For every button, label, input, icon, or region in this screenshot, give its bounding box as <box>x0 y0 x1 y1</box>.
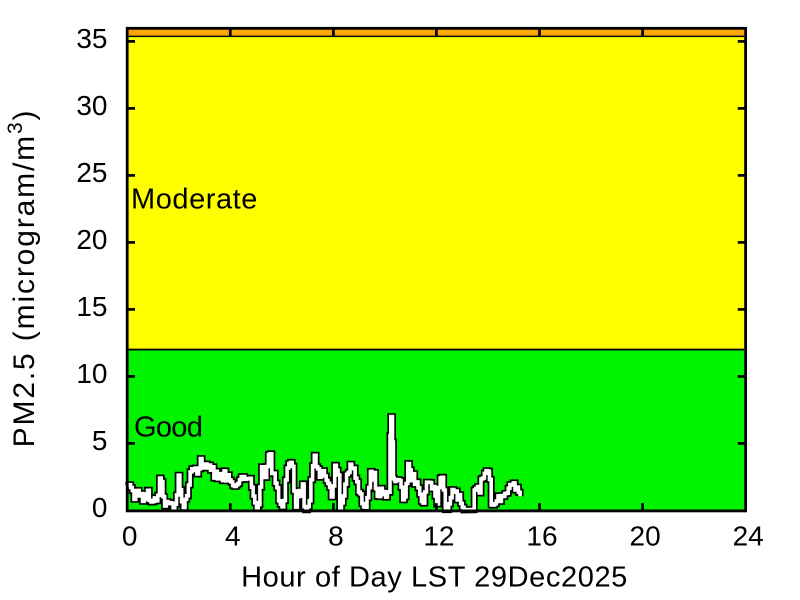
svg-text:12: 12 <box>423 520 454 551</box>
svg-text:Good: Good <box>134 412 202 444</box>
svg-text:16: 16 <box>526 520 557 551</box>
svg-text:PM2.5 (microgram/m3): PM2.5 (microgram/m3) <box>4 109 41 448</box>
svg-text:8: 8 <box>328 520 344 551</box>
svg-text:24: 24 <box>733 520 764 551</box>
svg-text:Moderate: Moderate <box>131 184 258 216</box>
svg-text:Hour of Day LST 29Dec2025: Hour of Day LST 29Dec2025 <box>241 562 628 594</box>
svg-text:30: 30 <box>76 90 107 121</box>
svg-text:4: 4 <box>225 520 241 551</box>
svg-text:10: 10 <box>76 358 107 389</box>
svg-text:15: 15 <box>76 291 107 322</box>
svg-text:25: 25 <box>76 157 107 188</box>
svg-text:35: 35 <box>76 23 107 54</box>
svg-text:20: 20 <box>76 224 107 255</box>
svg-text:0: 0 <box>122 520 138 551</box>
svg-text:20: 20 <box>630 520 661 551</box>
svg-text:5: 5 <box>92 425 108 456</box>
svg-text:0: 0 <box>92 492 108 523</box>
